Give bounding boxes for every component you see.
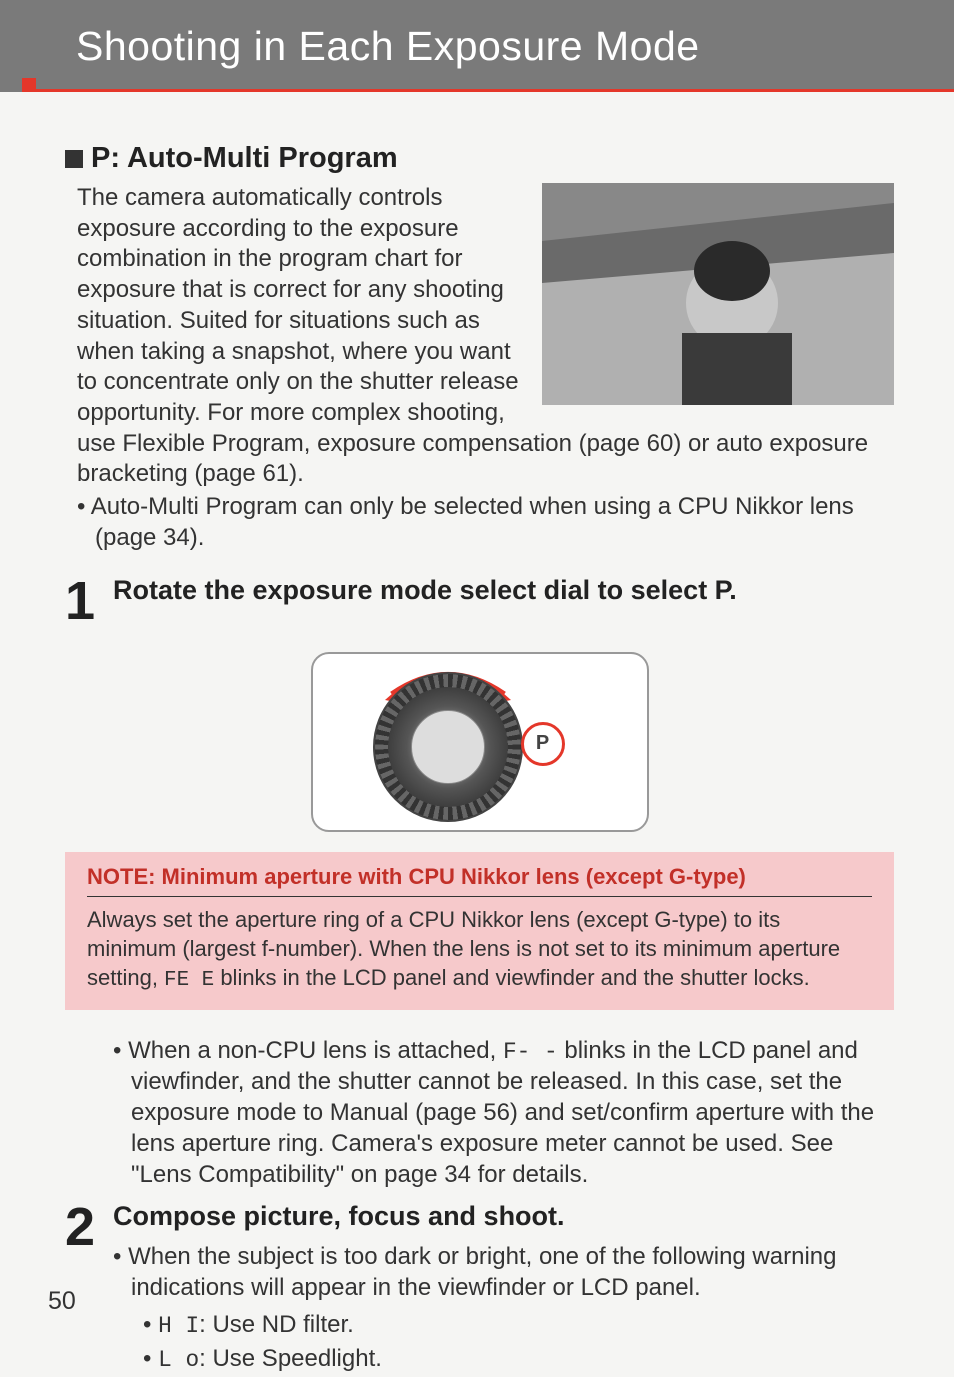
- example-photo: [542, 183, 894, 405]
- photo-placeholder-svg: [542, 183, 894, 405]
- after-note-pre: When a non-CPU lens is attached,: [128, 1037, 503, 1064]
- section-bullet-icon: [65, 150, 83, 168]
- p-mode-highlight: P: [521, 722, 565, 766]
- warning-indications-list: H I: Use ND filter. L o: Use Speedlight.: [143, 1308, 894, 1377]
- warning-lo-code: L o: [158, 1347, 199, 1373]
- warning-lo-text: : Use Speedlight.: [199, 1345, 382, 1372]
- step-2: 2 Compose picture, focus and shoot. When…: [65, 1200, 894, 1377]
- section-title: P: Auto-Multi Program: [91, 142, 398, 175]
- note-title: NOTE: Minimum aperture with CPU Nikkor l…: [87, 864, 872, 897]
- note-box: NOTE: Minimum aperture with CPU Nikkor l…: [65, 852, 894, 1011]
- dial-illustration: P: [311, 652, 649, 832]
- warning-lo: L o: Use Speedlight.: [143, 1342, 894, 1377]
- note-body: Always set the aperture ring of a CPU Ni…: [87, 905, 872, 995]
- step-1-title: Rotate the exposure mode select dial to …: [113, 574, 894, 608]
- after-note-bullet: When a non-CPU lens is attached, F- - bl…: [113, 1036, 894, 1190]
- step-2-bullet-1: When the subject is too dark or bright, …: [113, 1242, 894, 1303]
- title-underline: [22, 89, 954, 92]
- page-title: Shooting in Each Exposure Mode: [76, 23, 700, 70]
- mode-dial-icon: [373, 672, 523, 822]
- warning-hi: H I: Use ND filter.: [143, 1308, 894, 1343]
- warning-hi-text: : Use ND filter.: [199, 1311, 354, 1338]
- page-number: 50: [48, 1287, 76, 1316]
- after-note-code: F- -: [503, 1039, 558, 1065]
- section-bullet-1: Auto-Multi Program can only be selected …: [77, 492, 894, 553]
- step-2-title: Compose picture, focus and shoot.: [113, 1200, 894, 1234]
- step-1-number: 1: [65, 574, 113, 628]
- step-1: 1 Rotate the exposure mode select dial t…: [65, 574, 894, 628]
- title-bar: Shooting in Each Exposure Mode: [0, 0, 954, 92]
- note-body-post: blinks in the LCD panel and viewfinder a…: [214, 965, 810, 990]
- note-body-code: FE E: [164, 969, 214, 992]
- title-corner-square: [22, 78, 36, 92]
- section-header: P: Auto-Multi Program: [65, 142, 894, 175]
- step-2-number: 2: [65, 1200, 113, 1254]
- warning-hi-code: H I: [158, 1313, 199, 1339]
